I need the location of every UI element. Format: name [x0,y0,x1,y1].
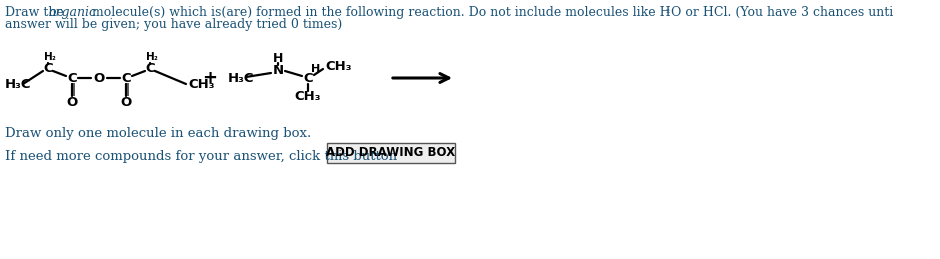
Text: CH₃: CH₃ [188,78,214,91]
Text: ₂: ₂ [154,53,158,61]
Text: ₂: ₂ [665,6,669,15]
Text: CH₃: CH₃ [325,61,352,74]
Text: C: C [121,71,131,84]
Text: C: C [304,71,313,84]
Text: H: H [43,52,53,62]
Text: O or HCl. (You have 3 chances unti: O or HCl. (You have 3 chances unti [671,6,893,19]
Text: Draw only one molecule in each drawing box.: Draw only one molecule in each drawing b… [5,127,311,140]
Text: C: C [43,62,53,76]
Text: O: O [93,71,104,84]
Text: answer will be given; you have already tried 0 times): answer will be given; you have already t… [5,18,342,31]
Text: CH₃: CH₃ [295,90,321,104]
Text: H₃C: H₃C [5,78,32,91]
Text: N: N [273,64,284,77]
FancyBboxPatch shape [327,143,455,163]
Text: H: H [146,52,154,62]
Text: +: + [202,69,217,87]
Text: O: O [120,96,132,109]
Text: If need more compounds for your answer, click this button: If need more compounds for your answer, … [5,150,397,163]
Text: H: H [273,52,283,64]
Text: ADD DRAWING BOX: ADD DRAWING BOX [326,146,456,159]
Text: C: C [145,62,155,76]
Text: H: H [311,64,321,74]
Text: ‖: ‖ [123,83,129,96]
Text: ₂: ₂ [52,53,55,61]
Text: Draw the: Draw the [5,6,68,19]
Text: organic: organic [48,6,96,19]
Text: ‖: ‖ [69,83,75,96]
Text: molecule(s) which is(are) formed in the following reaction. Do not include molec: molecule(s) which is(are) formed in the … [88,6,670,19]
Text: C: C [67,71,77,84]
Text: O: O [67,96,78,109]
Text: H₃C: H₃C [228,71,255,84]
